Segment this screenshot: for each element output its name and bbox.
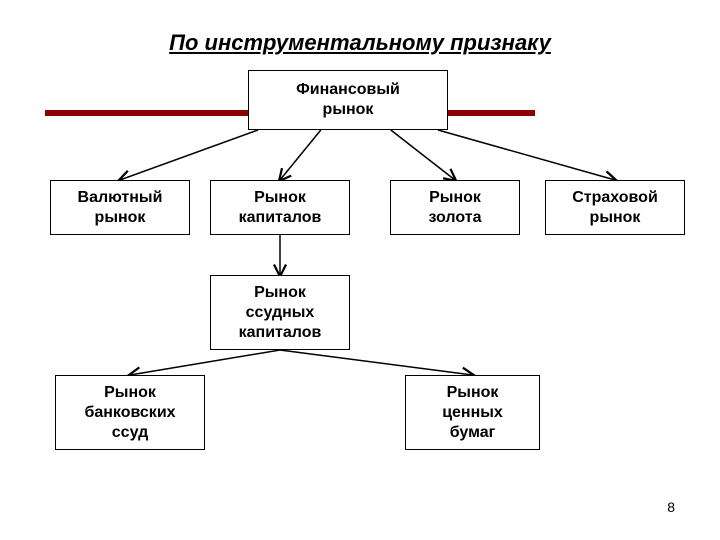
edge-loan-bank (130, 350, 280, 375)
node-root: Финансовыйрынок (248, 70, 448, 130)
edge-root-val (120, 130, 258, 180)
node-ins: Страховойрынок (545, 180, 685, 235)
edge-root-gold (391, 130, 455, 180)
node-val: Валютныйрынок (50, 180, 190, 235)
edge-loan-sec (280, 350, 473, 375)
node-gold: Рынокзолота (390, 180, 520, 235)
node-bank: Рынокбанковскихссуд (55, 375, 205, 450)
node-sec: Рынокценныхбумаг (405, 375, 540, 450)
page-number: 8 (667, 499, 675, 515)
slide-title: По инструментальному признаку (0, 30, 720, 56)
edge-root-cap (280, 130, 321, 180)
edge-root-ins (438, 130, 615, 180)
node-loan: Рынокссудныхкапиталов (210, 275, 350, 350)
node-cap: Рыноккапиталов (210, 180, 350, 235)
